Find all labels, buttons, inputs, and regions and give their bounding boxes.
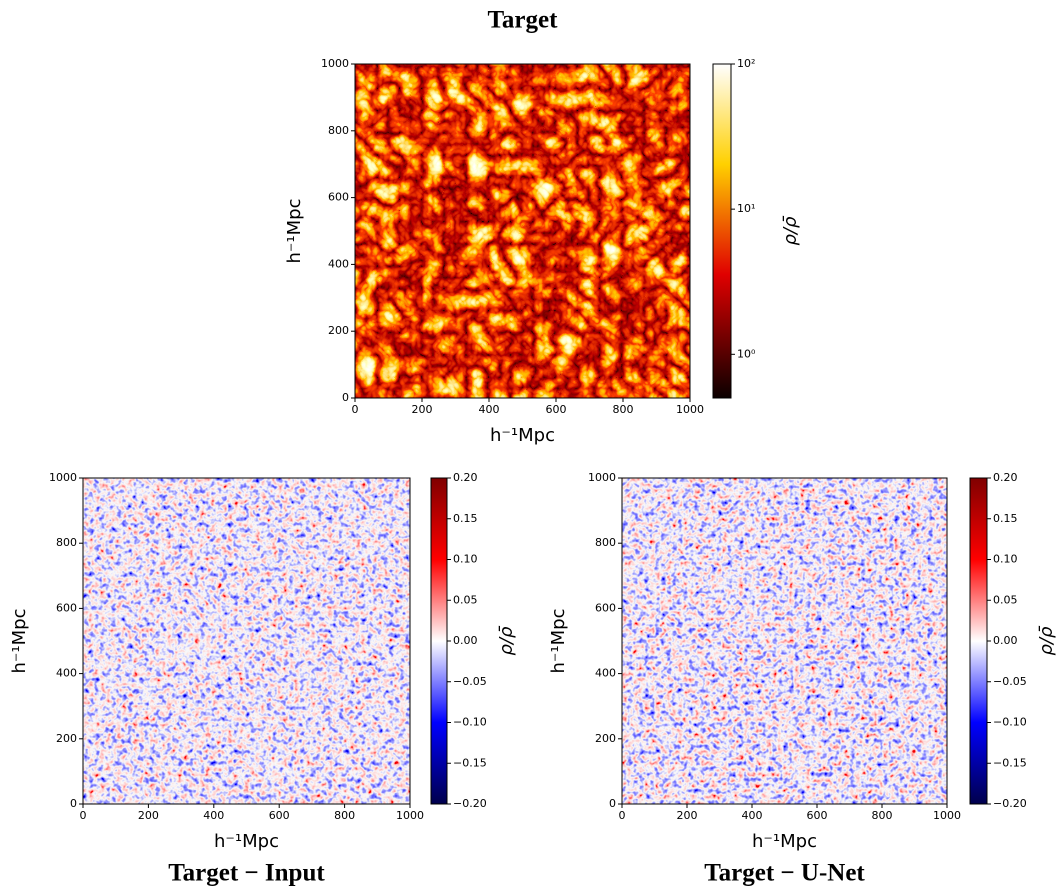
x-tick-label: 800 — [334, 809, 355, 822]
colorbar-tick-label: 0.15 — [453, 512, 478, 525]
y-tick-label: 200 — [595, 732, 616, 745]
x-tick-label: 0 — [80, 809, 87, 822]
colorbar — [430, 477, 448, 805]
x-tick-label: 800 — [872, 809, 893, 822]
y-tick-label: 800 — [56, 536, 77, 549]
colorbar-tick-label: −0.10 — [993, 716, 1027, 729]
y-tick-label: 400 — [328, 257, 349, 270]
x-axis-label: h⁻¹Mpc — [490, 425, 555, 446]
y-tick-label: 1000 — [321, 57, 349, 70]
colorbar-tick-label: −0.15 — [993, 756, 1027, 769]
colorbar — [712, 63, 732, 399]
plot-frame — [354, 63, 691, 399]
x-tick-label: 200 — [677, 809, 698, 822]
x-tick-label: 1000 — [676, 403, 704, 416]
colorbar-tick-label: 0.00 — [993, 634, 1018, 647]
colorbar-tick-label: 0.20 — [993, 471, 1018, 484]
colorbar-tick-label: −0.05 — [453, 675, 487, 688]
colorbar-tick-label: 0.10 — [453, 553, 478, 566]
colorbar-tick-label: −0.20 — [453, 797, 487, 810]
y-tick-label: 200 — [328, 324, 349, 337]
x-tick-label: 0 — [619, 809, 626, 822]
colorbar-label: ρ/ρ̄ — [1036, 626, 1057, 656]
y-tick-label: 200 — [56, 732, 77, 745]
y-axis-label: h⁻¹Mpc — [284, 199, 305, 264]
y-tick-label: 600 — [595, 601, 616, 614]
density-field — [355, 64, 690, 398]
x-axis-label: h⁻¹Mpc — [214, 831, 279, 852]
colorbar — [969, 477, 988, 805]
colorbar-tick-label: 0.00 — [453, 634, 478, 647]
x-tick-label: 1000 — [933, 809, 961, 822]
y-tick-label: 0 — [609, 797, 616, 810]
colorbar-tick-label: 0.05 — [993, 593, 1018, 606]
colorbar-label: ρ/ρ̄ — [780, 216, 801, 246]
y-tick-label: 0 — [342, 391, 349, 404]
colorbar-tick-label: 10² — [737, 57, 755, 70]
y-tick-label: 1000 — [588, 471, 616, 484]
x-tick-label: 1000 — [396, 809, 424, 822]
y-tick-label: 0 — [70, 797, 77, 810]
colorbar-tick-label: 0.10 — [993, 553, 1018, 566]
colorbar-tick-label: 10¹ — [737, 202, 755, 215]
x-tick-label: 0 — [352, 403, 359, 416]
plot-frame — [621, 477, 948, 805]
x-tick-label: 200 — [412, 403, 433, 416]
colorbar-tick-label: 10⁰ — [737, 347, 756, 360]
colorbar-tick-label: −0.05 — [993, 675, 1027, 688]
colorbar-tick-label: 0.15 — [993, 512, 1018, 525]
x-tick-label: 400 — [203, 809, 224, 822]
colorbar-label: ρ/ρ̄ — [496, 626, 517, 656]
x-tick-label: 400 — [742, 809, 763, 822]
y-tick-label: 400 — [56, 667, 77, 680]
y-axis-label: h⁻¹Mpc — [9, 609, 30, 674]
x-axis-label: h⁻¹Mpc — [752, 831, 817, 852]
x-tick-label: 200 — [138, 809, 159, 822]
y-tick-label: 400 — [595, 667, 616, 680]
x-tick-label: 600 — [546, 403, 567, 416]
x-tick-label: 400 — [479, 403, 500, 416]
y-tick-label: 800 — [595, 536, 616, 549]
x-tick-label: 800 — [613, 403, 634, 416]
x-tick-label: 600 — [269, 809, 290, 822]
chart-title: Target — [488, 7, 559, 34]
chart-title: Target − U-Net — [704, 860, 865, 887]
chart-title: Target − Input — [168, 860, 325, 887]
density-field — [83, 478, 410, 804]
y-tick-label: 600 — [56, 601, 77, 614]
colorbar-tick-label: 0.05 — [453, 593, 478, 606]
colorbar-tick-label: −0.15 — [453, 756, 487, 769]
colorbar-tick-label: 0.20 — [453, 471, 478, 484]
y-axis-label: h⁻¹Mpc — [548, 609, 569, 674]
x-tick-label: 600 — [807, 809, 828, 822]
y-tick-label: 800 — [328, 124, 349, 137]
colorbar-tick-label: −0.20 — [993, 797, 1027, 810]
plot-frame — [82, 477, 411, 805]
y-tick-label: 1000 — [49, 471, 77, 484]
y-tick-label: 600 — [328, 191, 349, 204]
density-field — [622, 478, 947, 804]
colorbar-tick-label: −0.10 — [453, 716, 487, 729]
